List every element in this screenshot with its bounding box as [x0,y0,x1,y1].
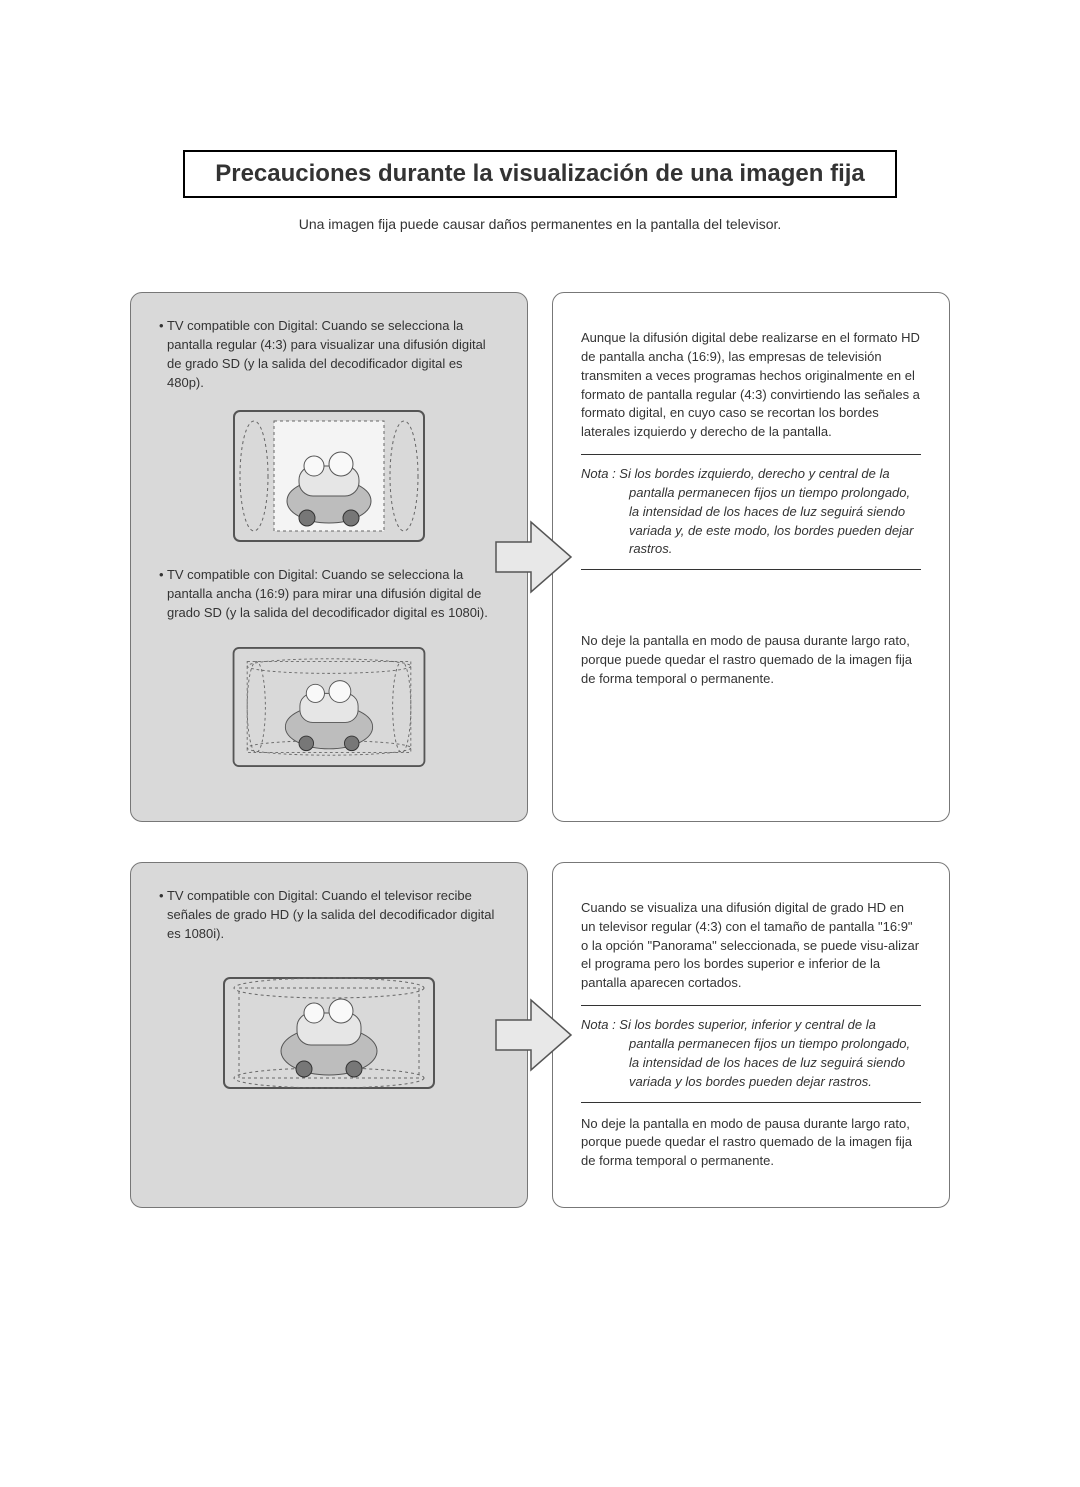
block2-left-panel: TV compatible con Digital: Cuando el tel… [130,862,528,1208]
nota-label: Nota : [581,466,619,481]
block2-nota: Nota : Si los bordes superior, inferior … [581,1016,921,1091]
subtitle: Una imagen fija puede causar daños perma… [130,216,950,232]
arrow-icon [486,512,576,602]
divider [581,1102,921,1103]
page-title: Precauciones durante la visualización de… [215,160,865,188]
block1-para2: No deje la pantalla en modo de pausa dur… [581,632,921,689]
block1-bullet-1: TV compatible con Digital: Cuando se sel… [159,317,499,392]
nota-text: Si los bordes superior, inferior y centr… [619,1017,910,1089]
block-1: TV compatible con Digital: Cuando se sel… [130,292,950,822]
divider [581,569,921,570]
block2-para2: No deje la pantalla en modo de pausa dur… [581,1115,921,1172]
block-2: TV compatible con Digital: Cuando el tel… [130,862,950,1208]
block2-bullet-1: TV compatible con Digital: Cuando el tel… [159,887,499,944]
illustration-4-3 [229,406,429,546]
block1-nota: Nota : Si los bordes izquierdo, derecho … [581,465,921,559]
block2-right-panel: Cuando se visualiza una difusión digital… [552,862,950,1208]
illustration-hd [219,963,439,1103]
block1-bullet-2: TV compatible con Digital: Cuando se sel… [159,566,499,623]
document-page: Precauciones durante la visualización de… [0,0,1080,1348]
nota-text: Si los bordes izquierdo, derecho y centr… [619,466,913,556]
block1-right-panel: Aunque la difusión digital debe realizar… [552,292,950,822]
block1-para1: Aunque la difusión digital debe realizar… [581,329,921,442]
block1-left-panel: TV compatible con Digital: Cuando se sel… [130,292,528,822]
arrow-icon [486,990,576,1080]
block2-para1: Cuando se visualiza una difusión digital… [581,899,921,993]
divider [581,454,921,455]
nota-label: Nota : [581,1017,619,1032]
divider [581,1005,921,1006]
title-box: Precauciones durante la visualización de… [183,150,897,198]
illustration-16-9 [229,637,429,777]
